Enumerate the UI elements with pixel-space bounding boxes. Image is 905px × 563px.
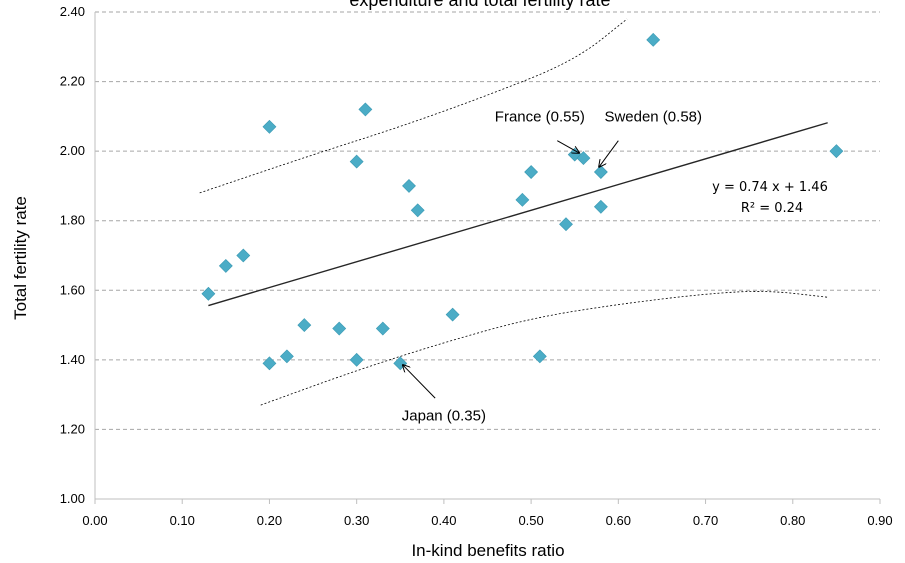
confidence-bands — [199, 18, 828, 406]
x-tick-label: 0.10 — [170, 513, 195, 528]
data-point — [297, 318, 312, 332]
y-tick-label: 2.40 — [60, 4, 85, 19]
annotation-label: France (0.55) — [495, 108, 585, 125]
trendline-group — [208, 122, 828, 307]
regression-equation: y = 0.74 x + 1.46 — [712, 180, 828, 195]
data-point — [524, 165, 539, 179]
x-tick-label: 0.70 — [693, 513, 718, 528]
upper-band — [199, 18, 628, 194]
x-tick-label: 0.40 — [431, 513, 456, 528]
gridlines — [95, 11, 880, 430]
data-point — [349, 352, 364, 367]
data-point — [393, 356, 408, 371]
data-point — [445, 307, 460, 322]
data-point — [576, 151, 591, 166]
annotation-arrow — [403, 365, 436, 399]
data-point — [332, 321, 347, 336]
annotation-label: Sweden (0.58) — [604, 108, 702, 125]
y-tick-label: 2.20 — [60, 74, 85, 89]
data-point — [262, 356, 277, 371]
data-point — [262, 119, 277, 134]
annotation-arrow — [599, 140, 619, 167]
y-tick-label: 1.20 — [60, 421, 85, 436]
data-point — [532, 349, 547, 364]
data-point — [410, 203, 425, 218]
y-tick-label: 1.00 — [60, 491, 85, 506]
annotations: France (0.55) Sweden (0.58) Japan (0.35) — [402, 108, 702, 425]
chart-title: expenditure and total fertility rate — [349, 0, 610, 10]
annotation-arrow — [557, 140, 579, 153]
data-point — [593, 165, 608, 179]
x-axis-title: In-kind benefits ratio — [411, 541, 564, 560]
y-tick-label: 1.80 — [60, 213, 85, 228]
data-point — [358, 102, 373, 117]
data-point — [349, 154, 364, 169]
r-squared: R² = 0.24 — [741, 201, 803, 216]
data-point — [201, 286, 216, 301]
trendline — [208, 122, 828, 307]
x-tick-label: 0.90 — [867, 513, 892, 528]
x-tick-label: 0.50 — [518, 513, 543, 528]
data-point — [236, 248, 251, 263]
x-tick-label: 0.60 — [606, 513, 631, 528]
x-tick-label: 0.00 — [82, 513, 107, 528]
x-tick-label: 0.80 — [780, 513, 805, 528]
data-point — [593, 199, 608, 214]
data-point — [218, 259, 233, 273]
lower-band — [260, 291, 828, 406]
y-tick-label: 1.40 — [60, 352, 85, 367]
data-point — [646, 32, 661, 47]
y-tick-label: 1.60 — [60, 282, 85, 297]
y-tick-labels: 1.00 1.20 1.40 1.60 1.80 2.00 2.20 2.40 — [60, 4, 85, 506]
data-point — [829, 144, 844, 159]
y-tick-label: 2.00 — [60, 143, 85, 158]
annotation-label: Japan (0.35) — [402, 408, 486, 425]
data-point — [279, 349, 294, 364]
x-tick-labels: 0.00 0.10 0.20 0.30 0.40 0.50 0.60 0.70 0.80 0.90 — [82, 499, 893, 528]
x-tick-label: 0.30 — [344, 513, 369, 528]
data-point — [559, 217, 573, 232]
data-point — [515, 192, 530, 207]
data-point — [375, 321, 390, 336]
y-axis-title: Total fertility rate — [11, 196, 30, 320]
x-tick-label: 0.20 — [257, 513, 282, 528]
data-point — [402, 179, 416, 193]
